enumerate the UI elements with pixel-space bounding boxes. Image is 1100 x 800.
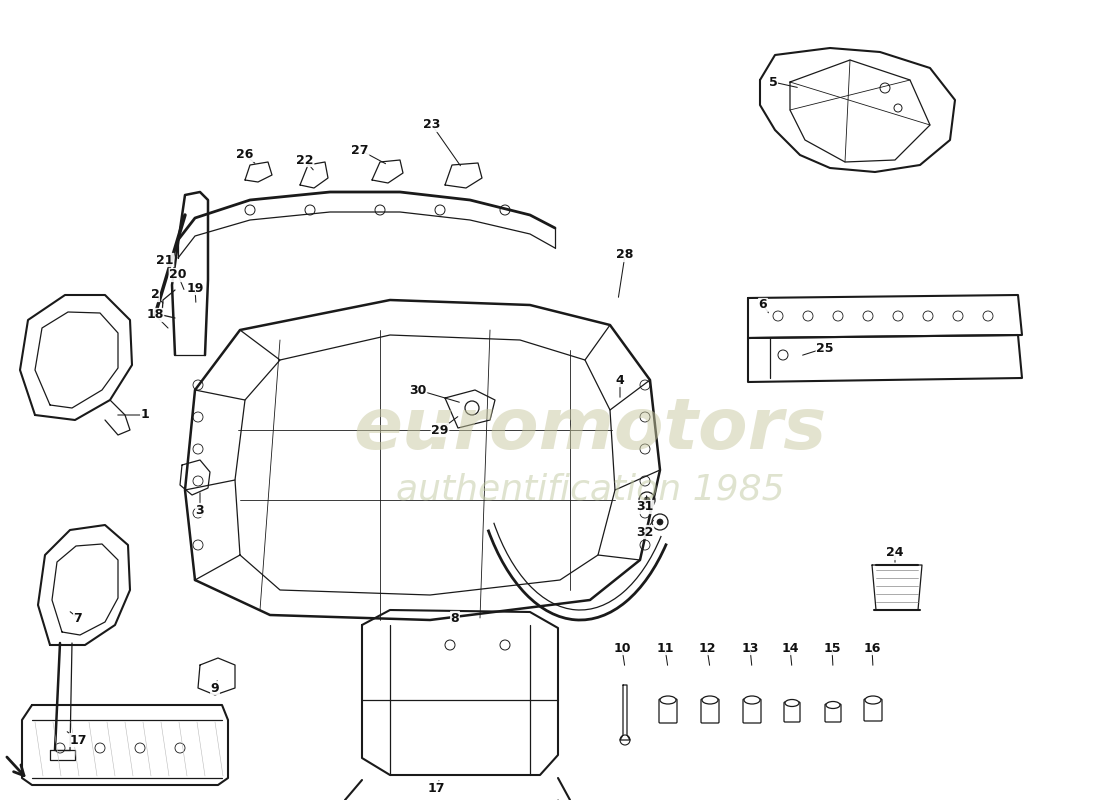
Ellipse shape xyxy=(744,696,760,704)
Text: 27: 27 xyxy=(351,143,369,157)
FancyBboxPatch shape xyxy=(825,704,842,722)
Text: 24: 24 xyxy=(887,546,904,559)
FancyBboxPatch shape xyxy=(742,699,761,723)
Text: 21: 21 xyxy=(156,254,174,266)
Text: 2: 2 xyxy=(151,289,160,302)
Text: 7: 7 xyxy=(74,611,82,625)
Circle shape xyxy=(657,519,663,525)
Text: 14: 14 xyxy=(781,642,799,654)
Text: euromotors: euromotors xyxy=(353,395,826,465)
FancyBboxPatch shape xyxy=(864,699,882,721)
Ellipse shape xyxy=(660,696,676,704)
Text: 16: 16 xyxy=(864,642,881,654)
Text: 32: 32 xyxy=(636,526,653,538)
Text: 17: 17 xyxy=(69,734,87,746)
Text: 10: 10 xyxy=(614,642,630,654)
Ellipse shape xyxy=(826,702,840,709)
Text: 12: 12 xyxy=(698,642,716,654)
Text: 26: 26 xyxy=(236,149,254,162)
Text: 25: 25 xyxy=(816,342,834,354)
Ellipse shape xyxy=(785,699,799,706)
Text: 15: 15 xyxy=(823,642,840,654)
FancyBboxPatch shape xyxy=(784,702,800,722)
Text: 8: 8 xyxy=(451,611,460,625)
Text: 30: 30 xyxy=(409,383,427,397)
Text: authentification 1985: authentification 1985 xyxy=(396,473,784,507)
Text: 13: 13 xyxy=(741,642,759,654)
FancyBboxPatch shape xyxy=(701,699,719,723)
Ellipse shape xyxy=(865,696,881,704)
Text: 22: 22 xyxy=(296,154,314,166)
Text: 1: 1 xyxy=(141,409,150,422)
Circle shape xyxy=(644,497,650,503)
Text: 29: 29 xyxy=(431,423,449,437)
Text: 3: 3 xyxy=(196,503,205,517)
Text: 31: 31 xyxy=(636,501,653,514)
Text: 20: 20 xyxy=(169,269,187,282)
Text: 5: 5 xyxy=(769,75,778,89)
Text: 4: 4 xyxy=(616,374,625,386)
Text: 19: 19 xyxy=(186,282,204,294)
FancyBboxPatch shape xyxy=(659,699,676,723)
Text: 17: 17 xyxy=(427,782,444,794)
Text: 9: 9 xyxy=(211,682,219,694)
Text: 28: 28 xyxy=(616,249,634,262)
Text: 6: 6 xyxy=(759,298,768,311)
Text: 18: 18 xyxy=(146,309,164,322)
Text: 11: 11 xyxy=(657,642,673,654)
Ellipse shape xyxy=(702,696,718,704)
Text: 23: 23 xyxy=(424,118,441,131)
